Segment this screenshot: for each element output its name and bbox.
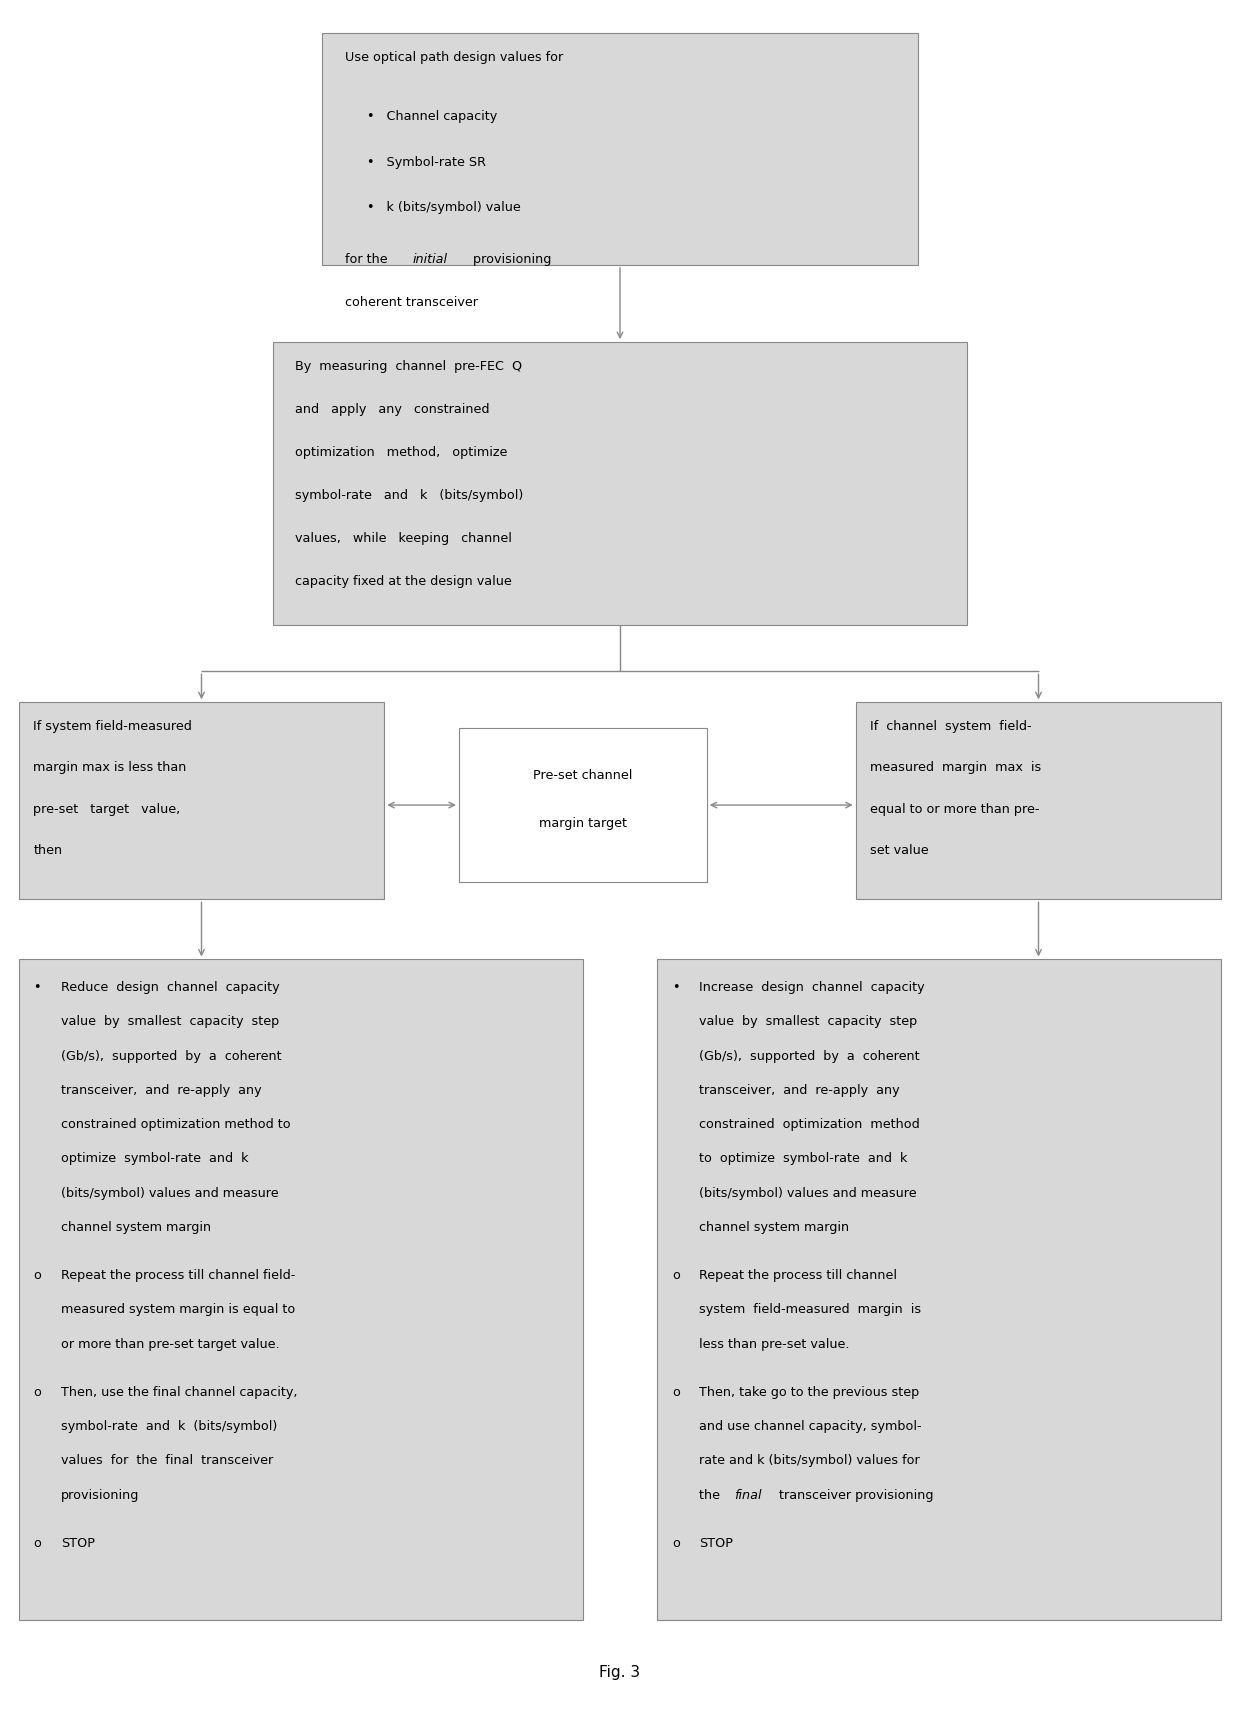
Text: and   apply   any   constrained: and apply any constrained: [295, 403, 490, 417]
Text: Fig. 3: Fig. 3: [599, 1664, 641, 1678]
Text: (bits/symbol) values and measure: (bits/symbol) values and measure: [699, 1186, 918, 1200]
Text: and use channel capacity, symbol-: and use channel capacity, symbol-: [699, 1419, 923, 1433]
Text: By  measuring  channel  pre-FEC  Q: By measuring channel pre-FEC Q: [295, 360, 522, 374]
Bar: [856, 703, 1221, 900]
Text: Then, take go to the previous step: Then, take go to the previous step: [699, 1385, 920, 1399]
Text: Increase  design  channel  capacity: Increase design channel capacity: [699, 980, 925, 994]
Bar: [459, 728, 707, 883]
Text: provisioning: provisioning: [61, 1488, 139, 1501]
Text: channel system margin: channel system margin: [699, 1220, 849, 1234]
Text: o: o: [672, 1385, 680, 1399]
Text: margin max is less than: margin max is less than: [33, 761, 187, 775]
Text: less than pre-set value.: less than pre-set value.: [699, 1337, 849, 1351]
Text: values  for  the  final  transceiver: values for the final transceiver: [61, 1453, 273, 1467]
Text: •   k (bits/symbol) value: • k (bits/symbol) value: [367, 201, 521, 214]
Text: •: •: [33, 980, 41, 994]
Text: measured  margin  max  is: measured margin max is: [870, 761, 1042, 775]
Text: (Gb/s),  supported  by  a  coherent: (Gb/s), supported by a coherent: [61, 1049, 281, 1063]
Bar: [273, 343, 967, 626]
Text: o: o: [33, 1536, 41, 1549]
Bar: [19, 703, 384, 900]
Text: rate and k (bits/symbol) values for: rate and k (bits/symbol) values for: [699, 1453, 920, 1467]
Text: values,   while   keeping   channel: values, while keeping channel: [295, 531, 512, 545]
Text: •: •: [672, 980, 680, 994]
Text: pre-set   target   value,: pre-set target value,: [33, 802, 181, 816]
Text: value  by  smallest  capacity  step: value by smallest capacity step: [61, 1015, 279, 1028]
Text: (Gb/s),  supported  by  a  coherent: (Gb/s), supported by a coherent: [699, 1049, 920, 1063]
Text: transceiver,  and  re-apply  any: transceiver, and re-apply any: [61, 1083, 262, 1097]
Text: symbol-rate   and   k   (bits/symbol): symbol-rate and k (bits/symbol): [295, 488, 523, 502]
Text: capacity fixed at the design value: capacity fixed at the design value: [295, 574, 512, 588]
Text: o: o: [672, 1268, 680, 1282]
Text: Pre-set channel: Pre-set channel: [533, 768, 632, 782]
Text: for the: for the: [345, 254, 392, 266]
Text: provisioning: provisioning: [469, 254, 551, 266]
Text: (bits/symbol) values and measure: (bits/symbol) values and measure: [61, 1186, 279, 1200]
Text: Repeat the process till channel: Repeat the process till channel: [699, 1268, 898, 1282]
Bar: [322, 34, 918, 266]
Text: STOP: STOP: [61, 1536, 94, 1549]
Text: initial: initial: [413, 254, 448, 266]
Text: measured system margin is equal to: measured system margin is equal to: [61, 1303, 295, 1316]
Text: If system field-measured: If system field-measured: [33, 720, 192, 734]
Text: system  field-measured  margin  is: system field-measured margin is: [699, 1303, 921, 1316]
Text: Reduce  design  channel  capacity: Reduce design channel capacity: [61, 980, 279, 994]
Text: constrained optimization method to: constrained optimization method to: [61, 1118, 290, 1131]
Text: then: then: [33, 843, 62, 857]
Text: Then, use the final channel capacity,: Then, use the final channel capacity,: [61, 1385, 298, 1399]
Text: symbol-rate  and  k  (bits/symbol): symbol-rate and k (bits/symbol): [61, 1419, 277, 1433]
Text: constrained  optimization  method: constrained optimization method: [699, 1118, 920, 1131]
Text: or more than pre-set target value.: or more than pre-set target value.: [61, 1337, 279, 1351]
Text: set value: set value: [870, 843, 929, 857]
Text: optimize  symbol-rate  and  k: optimize symbol-rate and k: [61, 1152, 248, 1166]
Text: to  optimize  symbol-rate  and  k: to optimize symbol-rate and k: [699, 1152, 908, 1166]
Text: margin target: margin target: [539, 816, 626, 830]
Text: transceiver,  and  re-apply  any: transceiver, and re-apply any: [699, 1083, 900, 1097]
Text: o: o: [33, 1385, 41, 1399]
Text: o: o: [672, 1536, 680, 1549]
Text: If  channel  system  field-: If channel system field-: [870, 720, 1032, 734]
Bar: [19, 960, 583, 1620]
Text: Use optical path design values for: Use optical path design values for: [345, 51, 563, 65]
Text: coherent transceiver: coherent transceiver: [345, 295, 477, 309]
Bar: [657, 960, 1221, 1620]
Text: final: final: [734, 1488, 761, 1501]
Text: transceiver provisioning: transceiver provisioning: [775, 1488, 934, 1501]
Text: •   Symbol-rate SR: • Symbol-rate SR: [367, 156, 486, 168]
Text: value  by  smallest  capacity  step: value by smallest capacity step: [699, 1015, 918, 1028]
Text: STOP: STOP: [699, 1536, 733, 1549]
Text: o: o: [33, 1268, 41, 1282]
Text: •   Channel capacity: • Channel capacity: [367, 110, 497, 123]
Text: equal to or more than pre-: equal to or more than pre-: [870, 802, 1040, 816]
Text: Repeat the process till channel field-: Repeat the process till channel field-: [61, 1268, 295, 1282]
Text: channel system margin: channel system margin: [61, 1220, 211, 1234]
Text: the: the: [699, 1488, 724, 1501]
Text: optimization   method,   optimize: optimization method, optimize: [295, 446, 507, 459]
